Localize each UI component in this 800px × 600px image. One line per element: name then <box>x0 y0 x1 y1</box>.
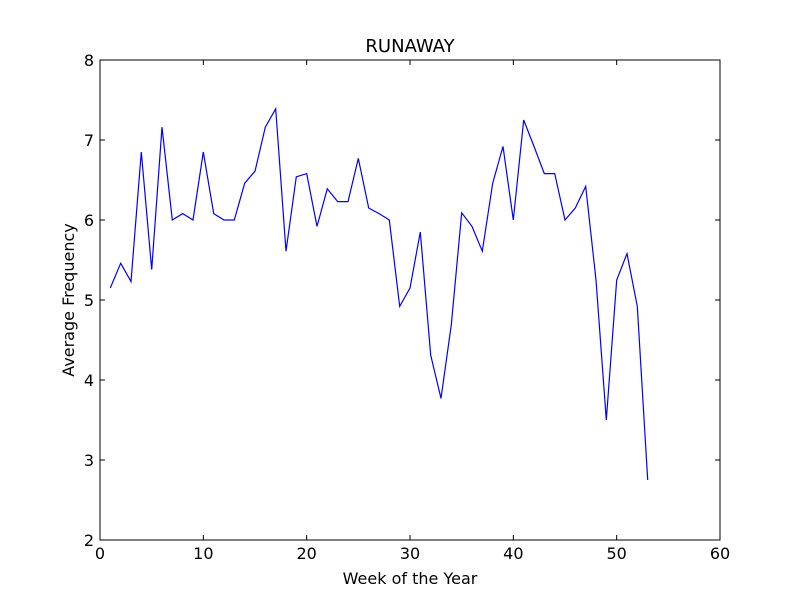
y-tick-label: 5 <box>84 291 94 310</box>
y-tick-label: 4 <box>84 371 94 390</box>
chart-title: RUNAWAY <box>365 36 455 57</box>
y-tick-label: 2 <box>84 531 94 550</box>
x-tick-label: 50 <box>606 544 626 563</box>
y-tick-label: 7 <box>84 131 94 150</box>
axis-ticks: 0 10 20 30 40 50 60 2 3 4 5 6 7 8 <box>84 51 730 563</box>
plot-area <box>100 60 720 540</box>
x-axis-title: Week of the Year <box>343 569 478 588</box>
x-tick-label: 0 <box>95 544 105 563</box>
y-tick-label: 6 <box>84 211 94 230</box>
x-tick-label: 60 <box>710 544 730 563</box>
x-tick-label: 10 <box>193 544 213 563</box>
x-tick-label: 40 <box>503 544 523 563</box>
series-line <box>109 106 649 481</box>
plot-frame <box>99 59 721 541</box>
y-tick-label: 3 <box>84 451 94 470</box>
y-tick-label: 8 <box>84 51 94 70</box>
x-tick-label: 30 <box>400 544 420 563</box>
y-axis-title: Average Frequency <box>59 223 78 376</box>
x-tick-label: 20 <box>296 544 316 563</box>
